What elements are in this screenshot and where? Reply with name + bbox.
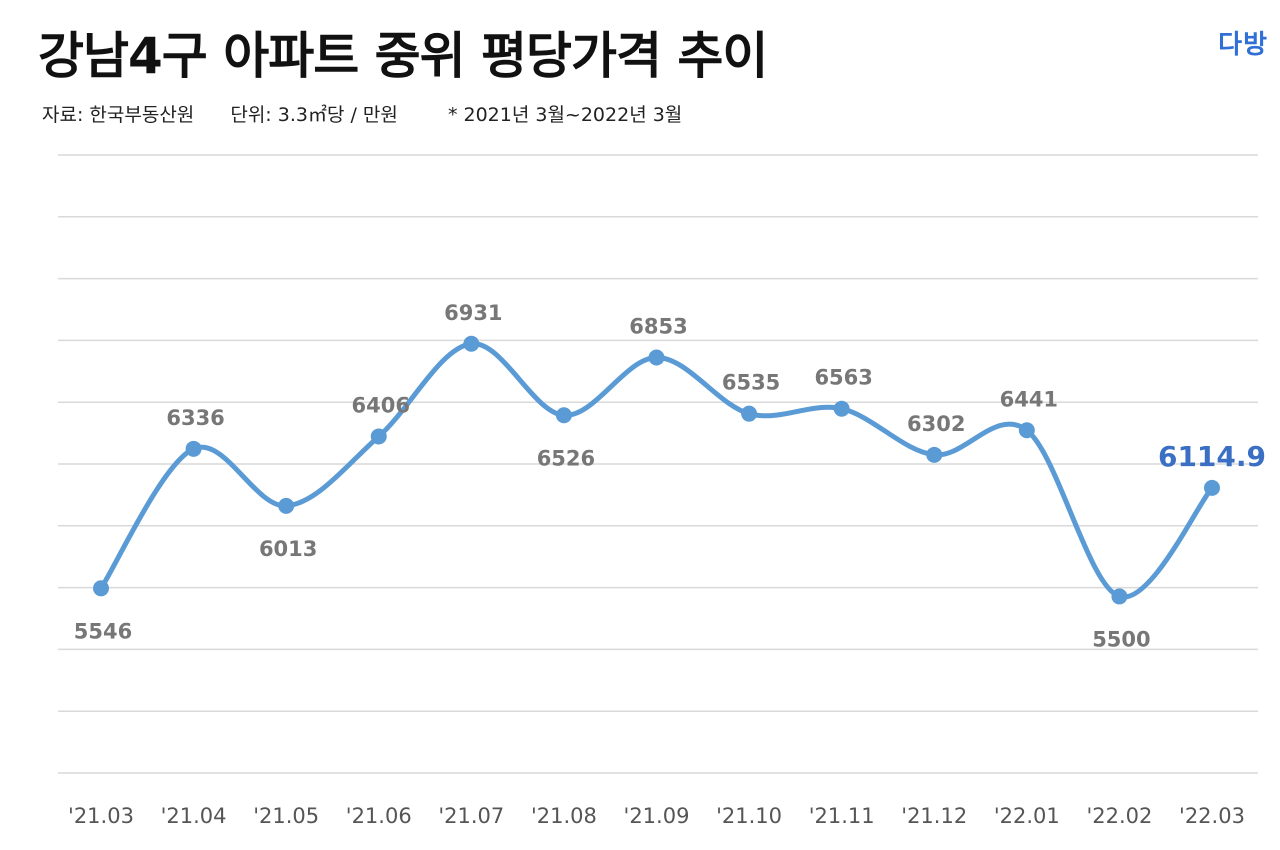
x-tick-label-11: '22.01 — [994, 804, 1060, 828]
data-points — [93, 335, 1220, 605]
data-point-6 — [555, 407, 572, 424]
data-point-5 — [463, 335, 480, 352]
data-point-9 — [833, 400, 850, 417]
data-point-12 — [1111, 588, 1128, 605]
period-note: * 2021년 3월~2022년 3월 — [447, 104, 683, 126]
x-tick-label-13: '22.03 — [1179, 804, 1245, 828]
x-tick-label-5: '21.07 — [438, 804, 504, 828]
data-label-12: 5500 — [1092, 627, 1150, 651]
data-label-3: 6013 — [259, 537, 317, 561]
dabang-logo: 다방 — [1218, 30, 1268, 60]
unit-note: 단위: 3.3㎡당 / 만원 — [230, 104, 398, 126]
data-labels: 5546 6336 6013 6406 6931 6526 6853 6535 6563 6302… — [74, 301, 1266, 652]
x-tick-label-8: '21.10 — [716, 804, 782, 828]
x-axis-ticks: '21.03 '21.04 '21.05 '21.06 '21.07 '21.08 '21.… — [68, 804, 1245, 828]
x-tick-label-7: '21.09 — [624, 804, 690, 828]
data-label-1: 5546 — [74, 619, 132, 643]
data-point-8 — [741, 405, 758, 422]
x-tick-label-10: '21.12 — [901, 804, 967, 828]
data-point-4 — [370, 428, 387, 445]
data-point-1 — [93, 580, 109, 597]
data-label-11: 6441 — [1000, 387, 1058, 411]
data-point-3 — [278, 497, 295, 514]
data-point-2 — [185, 440, 202, 457]
gridlines — [58, 154, 1258, 774]
x-tick-label-6: '21.08 — [531, 804, 597, 828]
data-label-4: 6406 — [352, 393, 410, 417]
x-tick-label-9: '21.11 — [809, 804, 875, 828]
data-point-10 — [926, 446, 943, 463]
data-label-6: 6526 — [537, 446, 595, 470]
data-label-5: 6931 — [444, 301, 502, 325]
data-label-13: 6114.9 — [1158, 440, 1266, 473]
data-label-7: 6853 — [629, 315, 687, 339]
chart-title: 강남4구 아파트 중위 평당가격 추이 — [38, 27, 768, 85]
x-tick-label-3: '21.05 — [253, 804, 319, 828]
x-tick-label-4: '21.06 — [346, 804, 412, 828]
chart-subtitle: 자료: 한국부동산원 단위: 3.3㎡당 / 만원 * 2021년 3월~202… — [42, 100, 682, 127]
data-point-13 — [1204, 479, 1220, 496]
data-label-9: 6563 — [814, 366, 872, 390]
x-tick-label-2: '21.04 — [161, 804, 227, 828]
x-tick-label-1: '21.03 — [68, 804, 134, 828]
data-label-8: 6535 — [722, 371, 780, 395]
data-point-11 — [1018, 422, 1035, 439]
x-tick-label-12: '22.02 — [1086, 804, 1152, 828]
source-note: 자료: 한국부동산원 — [42, 104, 195, 126]
data-point-7 — [648, 349, 665, 366]
data-label-10: 6302 — [907, 412, 965, 436]
data-label-2: 6336 — [166, 406, 224, 430]
